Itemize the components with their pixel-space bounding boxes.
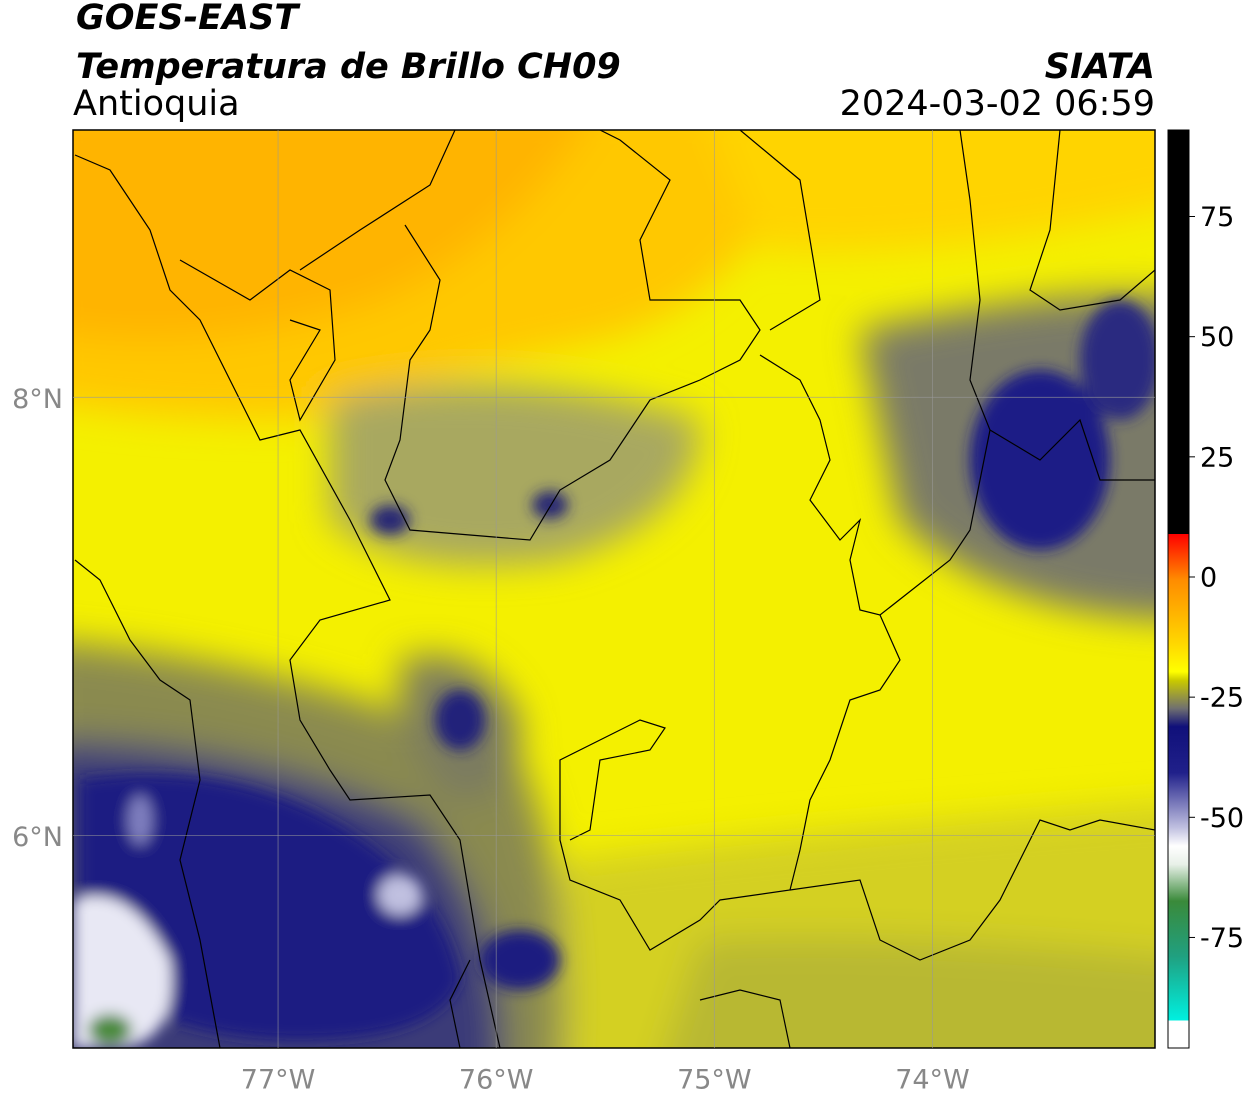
colorbar [1167, 129, 1190, 1049]
lat-label: 8°N [12, 384, 63, 415]
colorbar-label: 75 [1200, 202, 1234, 233]
source: SIATA [1045, 47, 1155, 87]
colorbar-label: 25 [1200, 442, 1234, 473]
region: Antioquia [73, 84, 240, 124]
lon-label: 77°W [241, 1065, 316, 1096]
colorbar-label: -25 [1200, 683, 1244, 714]
timestamp: 2024-03-02 06:59 [840, 84, 1155, 124]
lat-label: 6°N [12, 822, 63, 853]
imagery [73, 130, 1155, 1048]
colorbar-label: -50 [1200, 803, 1244, 834]
lon-label: 74°W [895, 1065, 970, 1096]
title: GOES-EAST [76, 0, 301, 38]
colorbar-label: 0 [1200, 562, 1217, 593]
subtitle: Temperatura de Brillo CH09 [76, 47, 621, 87]
colorbar-label: -75 [1200, 923, 1244, 954]
lon-label: 75°W [677, 1065, 752, 1096]
map-frame [72, 129, 1156, 1049]
colorbar-label: 50 [1200, 322, 1234, 353]
lon-label: 76°W [459, 1065, 534, 1096]
